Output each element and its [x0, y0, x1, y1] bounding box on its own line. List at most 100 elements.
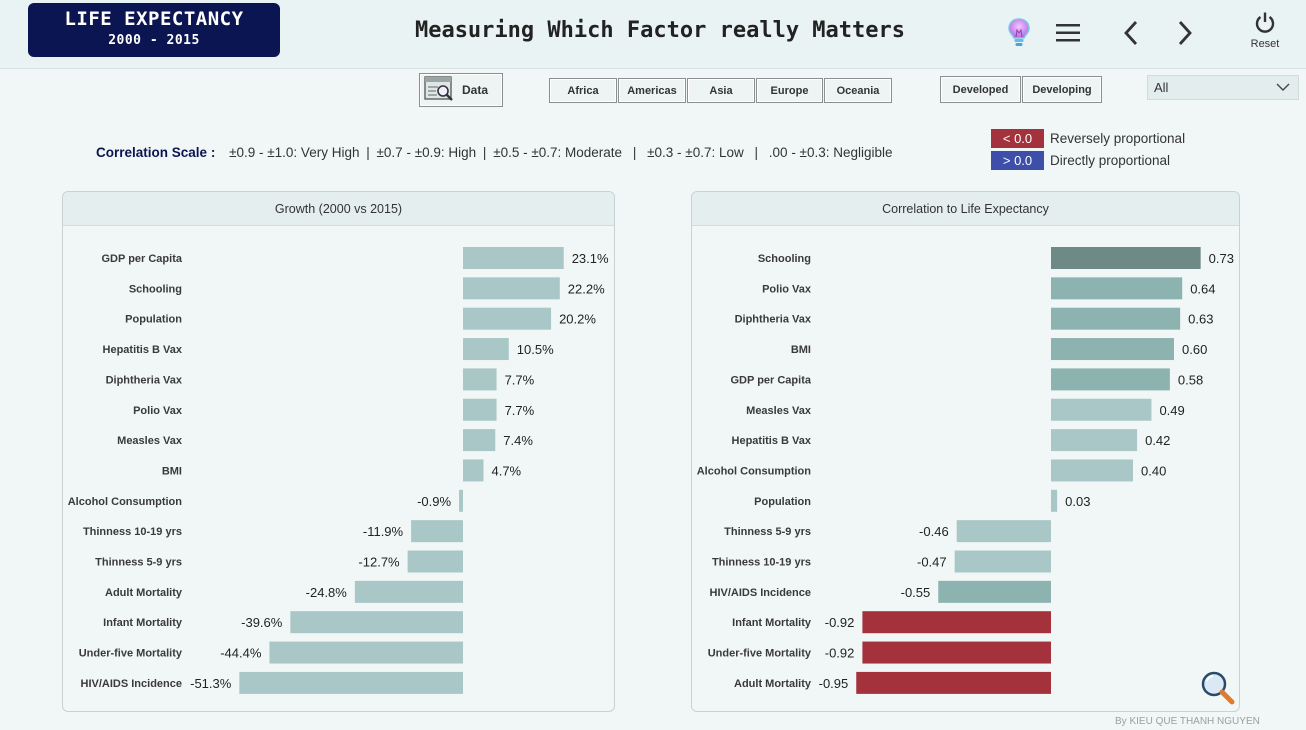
- power-icon[interactable]: [1248, 8, 1282, 38]
- bar-thinness-10-19-yrs[interactable]: [954, 550, 1051, 573]
- data-label-hepatitis-b-vax: 10.5%: [517, 342, 554, 357]
- data-label-bmi: 4.7%: [491, 463, 521, 478]
- data-label-thinness-5-9-yrs: -0.46: [919, 524, 949, 539]
- data-label-population: 0.03: [1065, 494, 1090, 509]
- category-label-schooling: Schooling: [758, 253, 811, 265]
- category-label-gdp-per-capita: GDP per Capita: [731, 374, 812, 386]
- scale-item-high: ±0.7 - ±0.9: High: [376, 145, 477, 160]
- bar-measles-vax[interactable]: [463, 429, 496, 452]
- lightbulb-icon[interactable]: [1002, 14, 1036, 52]
- category-label-polio-vax: Polio Vax: [133, 405, 183, 417]
- bar-hiv-aids-incidence[interactable]: [938, 580, 1051, 603]
- category-label-hiv-aids-incidence: HIV/AIDS Incidence: [81, 678, 182, 690]
- correlation-bar-chart: Schooling 0.73 Polio Vax 0.64 Diphtheria Vax…: [697, 247, 1234, 694]
- page-title: Measuring Which Factor really Matters: [414, 18, 906, 43]
- data-label-alcohol-consumption: 0.40: [1141, 463, 1166, 478]
- chevron-down-icon: [1276, 81, 1290, 96]
- scale-item-very-high: ±0.9 - ±1.0: Very High: [229, 145, 360, 160]
- category-label-gdp-per-capita: GDP per Capita: [102, 253, 183, 265]
- bar-alcohol-consumption[interactable]: [1051, 459, 1133, 482]
- bar-schooling[interactable]: [463, 277, 560, 300]
- bar-diphtheria-vax[interactable]: [463, 368, 497, 391]
- category-label-under-five-mortality: Under-five Mortality: [708, 648, 812, 660]
- data-label-hiv-aids-incidence: -51.3%: [190, 676, 232, 691]
- bar-polio-vax[interactable]: [1051, 277, 1183, 300]
- data-label-alcohol-consumption: -0.9%: [417, 494, 451, 509]
- data-label-diphtheria-vax: 7.7%: [505, 372, 535, 387]
- bar-thinness-5-9-yrs[interactable]: [956, 520, 1051, 543]
- filter-asia-button[interactable]: Asia: [687, 78, 755, 103]
- bar-diphtheria-vax[interactable]: [1051, 307, 1181, 330]
- category-label-polio-vax: Polio Vax: [762, 283, 812, 295]
- bar-hepatitis-b-vax[interactable]: [1051, 429, 1138, 452]
- filter-developed-button[interactable]: Developed: [940, 76, 1021, 103]
- legend-negative-text: Reversely proportional: [1050, 131, 1186, 146]
- category-label-alcohol-consumption: Alcohol Consumption: [697, 465, 812, 477]
- filter-americas-button[interactable]: Americas: [618, 78, 686, 103]
- scale-item-low: ±0.3 - ±0.7: Low: [647, 145, 744, 160]
- bar-infant-mortality[interactable]: [862, 611, 1051, 634]
- filter-africa-button[interactable]: Africa: [549, 78, 617, 103]
- data-label-measles-vax: 7.4%: [503, 433, 533, 448]
- bar-under-five-mortality[interactable]: [269, 641, 463, 664]
- header-bar: LIFE EXPECTANCY 2000 - 2015 Measuring Wh…: [0, 0, 1306, 69]
- bar-alcohol-consumption[interactable]: [459, 489, 463, 512]
- magnifier-icon[interactable]: [1199, 669, 1235, 709]
- category-label-diphtheria-vax: Diphtheria Vax: [106, 374, 183, 386]
- scale-label: Correlation Scale :: [96, 145, 216, 160]
- category-label-diphtheria-vax: Diphtheria Vax: [735, 314, 812, 326]
- category-label-measles-vax: Measles Vax: [117, 435, 183, 447]
- data-button[interactable]: Data: [419, 73, 503, 107]
- bar-measles-vax[interactable]: [1051, 398, 1152, 421]
- data-label-hepatitis-b-vax: 0.42: [1145, 433, 1170, 448]
- category-label-thinness-10-19-yrs: Thinness 10-19 yrs: [83, 526, 182, 538]
- bar-gdp-per-capita[interactable]: [463, 247, 564, 269]
- bar-bmi[interactable]: [463, 459, 484, 482]
- growth-bar-chart: GDP per Capita 23.1% Schooling 22.2% Populat…: [68, 247, 609, 694]
- data-label-under-five-mortality: -44.4%: [220, 646, 262, 661]
- chevron-right-icon[interactable]: [1168, 14, 1202, 52]
- correlation-scale: Correlation Scale : ±0.9 - ±1.0: Very Hi…: [96, 145, 893, 160]
- bar-under-five-mortality[interactable]: [862, 641, 1051, 664]
- bar-gdp-per-capita[interactable]: [1051, 368, 1170, 391]
- country-dropdown[interactable]: All: [1147, 75, 1299, 100]
- reset-label[interactable]: Reset: [1250, 38, 1280, 50]
- bar-population[interactable]: [1051, 489, 1058, 512]
- bar-hiv-aids-incidence[interactable]: [239, 671, 463, 694]
- correlation-chart-panel: Correlation to Life Expectancy Schooling…: [691, 191, 1240, 712]
- bar-infant-mortality[interactable]: [290, 611, 463, 634]
- bar-polio-vax[interactable]: [463, 398, 497, 421]
- data-button-label: Data: [462, 83, 489, 97]
- category-label-bmi: BMI: [791, 344, 811, 356]
- logo-title: LIFE EXPECTANCY: [64, 8, 244, 30]
- data-label-thinness-10-19-yrs: -11.9%: [363, 524, 404, 539]
- bar-schooling[interactable]: [1051, 247, 1201, 269]
- filter-europe-button[interactable]: Europe: [756, 78, 823, 103]
- category-label-bmi: BMI: [162, 465, 182, 477]
- bar-adult-mortality[interactable]: [354, 580, 463, 603]
- legend-positive-text: Directly proportional: [1050, 153, 1171, 168]
- author-credit: By KIEU QUE THANH NGUYEN: [1115, 716, 1260, 727]
- bar-adult-mortality[interactable]: [856, 671, 1051, 694]
- chevron-left-icon[interactable]: [1114, 14, 1148, 52]
- category-label-hepatitis-b-vax: Hepatitis B Vax: [103, 344, 183, 356]
- bar-thinness-10-19-yrs[interactable]: [411, 520, 463, 543]
- menu-icon[interactable]: [1051, 14, 1085, 52]
- data-label-gdp-per-capita: 0.58: [1178, 372, 1203, 387]
- scale-item-negligible: .00 - ±0.3: Negligible: [768, 145, 893, 160]
- category-label-measles-vax: Measles Vax: [746, 405, 812, 417]
- bar-population[interactable]: [463, 307, 552, 330]
- growth-chart-panel: Growth (2000 vs 2015) GDP per Capita 23.1…: [62, 191, 615, 712]
- category-label-thinness-5-9-yrs: Thinness 5-9 yrs: [95, 557, 182, 569]
- filter-developing-button[interactable]: Developing: [1022, 76, 1102, 103]
- filter-oceania-button[interactable]: Oceania: [824, 78, 892, 103]
- data-label-gdp-per-capita: 23.1%: [572, 251, 609, 266]
- scale-item-moderate: ±0.5 - ±0.7: Moderate: [493, 145, 623, 160]
- data-label-polio-vax: 7.7%: [505, 403, 535, 418]
- data-label-bmi: 0.60: [1182, 342, 1207, 357]
- data-label-diphtheria-vax: 0.63: [1188, 312, 1213, 327]
- bar-hepatitis-b-vax[interactable]: [463, 338, 509, 361]
- bar-thinness-5-9-yrs[interactable]: [407, 550, 463, 573]
- bar-bmi[interactable]: [1051, 338, 1174, 361]
- legend-negative-badge: < 0.0: [991, 129, 1044, 148]
